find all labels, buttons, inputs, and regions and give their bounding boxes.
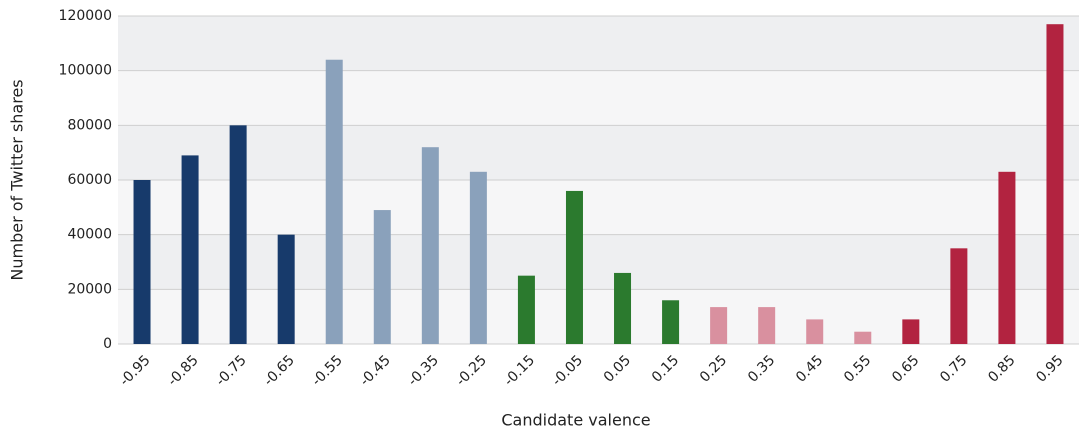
bar — [950, 248, 968, 344]
x-tick-label: 0.15 — [649, 352, 682, 385]
x-axis-label: Candidate valence — [501, 411, 650, 430]
y-tick-label: 0 — [103, 336, 112, 352]
bar — [1046, 24, 1064, 344]
x-tick-label: -0.25 — [453, 352, 490, 389]
x-tick-label: 0.55 — [841, 352, 874, 385]
plot-band — [118, 289, 1079, 344]
x-tick-label: 0.75 — [937, 352, 970, 385]
bar — [133, 180, 151, 344]
plot-background — [118, 16, 1079, 344]
x-tick-label: -0.55 — [309, 352, 346, 389]
bar — [517, 275, 535, 344]
bar — [710, 307, 728, 344]
x-tick-label: -0.45 — [357, 352, 394, 389]
x-tick-label: 0.25 — [697, 352, 730, 385]
y-tick-label: 40000 — [67, 227, 112, 243]
bar — [469, 171, 487, 344]
x-tick-label: 0.35 — [745, 352, 778, 385]
plot-band — [118, 16, 1079, 71]
x-tick-label: 0.95 — [1033, 352, 1066, 385]
bar — [806, 319, 824, 344]
x-tick-label: -0.15 — [501, 352, 538, 389]
bar — [421, 147, 439, 344]
x-tick-label: 0.65 — [889, 352, 922, 385]
x-tick-label: -0.95 — [117, 352, 154, 389]
bar — [565, 190, 583, 344]
bar — [758, 307, 776, 344]
bar — [181, 155, 199, 344]
bar — [229, 125, 247, 344]
bar — [662, 300, 680, 344]
bar — [998, 171, 1016, 344]
plot-band — [118, 125, 1079, 180]
x-tick-label: 0.05 — [601, 352, 634, 385]
x-tick-label: -0.05 — [549, 352, 586, 389]
y-tick-label: 120000 — [59, 8, 112, 24]
x-tick-label: -0.75 — [213, 352, 250, 389]
bar — [614, 272, 632, 344]
x-tick-label: -0.35 — [405, 352, 442, 389]
y-tick-label: 100000 — [59, 63, 112, 79]
bar — [325, 59, 343, 344]
y-axis-label: Number of Twitter shares — [8, 79, 27, 280]
x-tick-label: 0.85 — [985, 352, 1018, 385]
y-tick-label: 20000 — [67, 281, 112, 297]
bar — [854, 331, 872, 344]
x-tick-label: -0.65 — [261, 352, 298, 389]
y-tick-label: 80000 — [67, 117, 112, 133]
plot-band — [118, 70, 1079, 126]
x-tick-label: -0.85 — [165, 352, 202, 389]
bar — [373, 210, 391, 344]
x-tick-label: 0.45 — [793, 352, 826, 385]
y-tick-label: 60000 — [67, 172, 112, 188]
plot-band — [118, 180, 1079, 235]
bar — [902, 319, 920, 344]
bar — [277, 234, 295, 344]
plot-band — [118, 234, 1079, 290]
